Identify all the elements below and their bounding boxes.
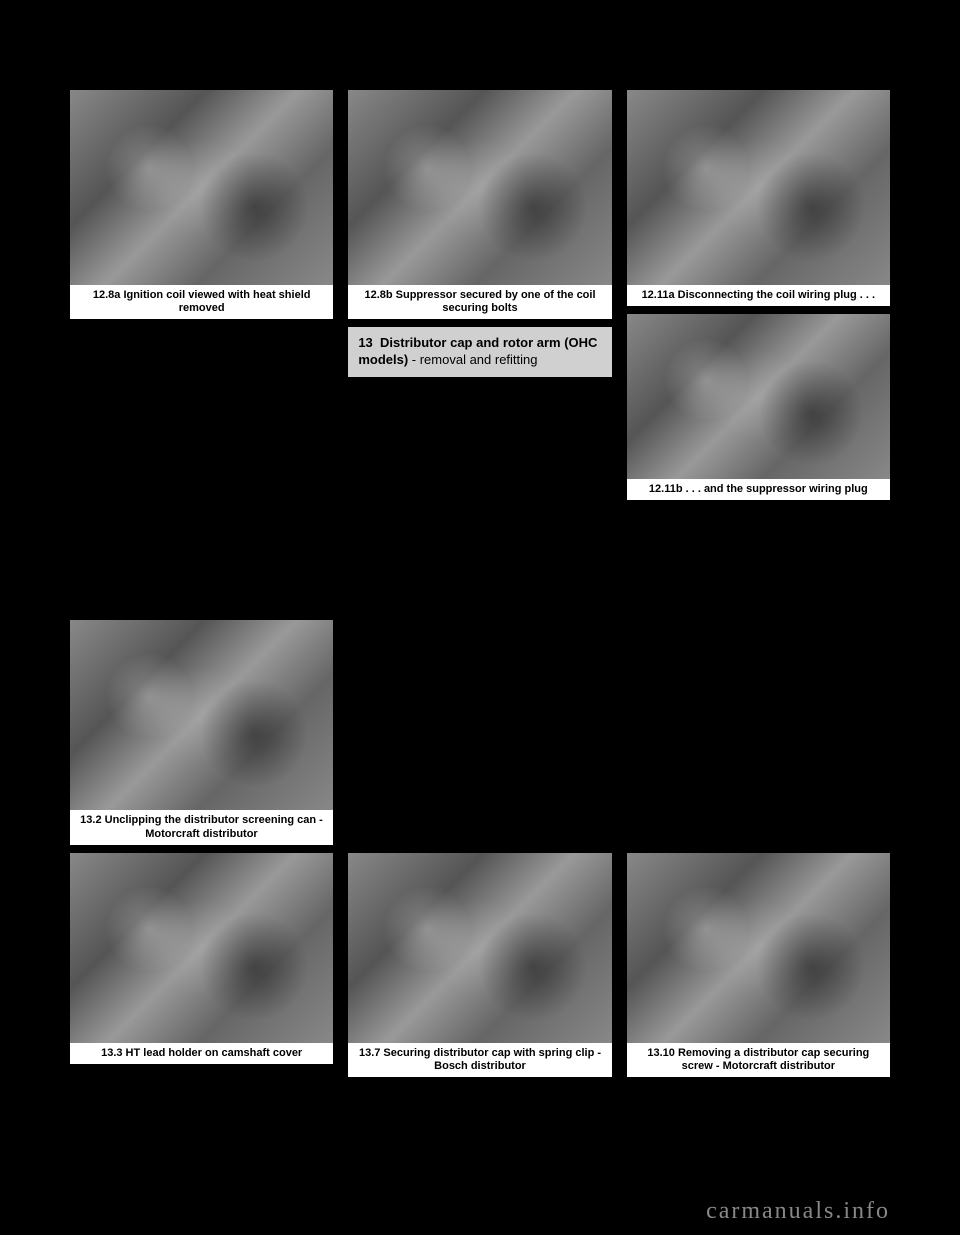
- photo-block-13-7: 13.7 Securing distributor cap with sprin…: [348, 853, 611, 1077]
- caption-13-7: 13.7 Securing distributor cap with sprin…: [348, 1043, 611, 1077]
- callout-number: 13: [358, 335, 372, 350]
- caption-12-11b: 12.11b . . . and the suppressor wiring p…: [627, 479, 890, 500]
- caption-13-2: 13.2 Unclipping the distributor screenin…: [70, 810, 333, 844]
- page-container: 12.8a Ignition coil viewed with heat shi…: [70, 90, 890, 1077]
- photo-block-12-8a: 12.8a Ignition coil viewed with heat shi…: [70, 90, 333, 319]
- photo-block-13-3: 13.3 HT lead holder on camshaft cover: [70, 853, 333, 1077]
- middle-row: 13.2 Unclipping the distributor screenin…: [70, 620, 890, 844]
- caption-12-11a: 12.11a Disconnecting the coil wiring plu…: [627, 285, 890, 306]
- bottom-row: 13.3 HT lead holder on camshaft cover 13…: [70, 853, 890, 1077]
- caption-12-8b: 12.8b Suppressor secured by one of the c…: [348, 285, 611, 319]
- top-grid: 12.8a Ignition coil viewed with heat shi…: [70, 90, 890, 500]
- caption-12-8a: 12.8a Ignition coil viewed with heat shi…: [70, 285, 333, 319]
- photo-12-11b: [627, 314, 890, 479]
- photo-12-8a: [70, 90, 333, 285]
- col-right: 12.11a Disconnecting the coil wiring plu…: [627, 90, 890, 500]
- callout-subtitle: - removal and refitting: [408, 352, 537, 367]
- photo-block-12-11b: 12.11b . . . and the suppressor wiring p…: [627, 314, 890, 500]
- caption-13-10: 13.10 Removing a distributor cap securin…: [627, 1043, 890, 1077]
- photo-block-13-2: 13.2 Unclipping the distributor screenin…: [70, 620, 333, 844]
- caption-13-3: 13.3 HT lead holder on camshaft cover: [70, 1043, 333, 1064]
- watermark: carmanuals.info: [706, 1198, 890, 1225]
- photo-block-12-11a: 12.11a Disconnecting the coil wiring plu…: [627, 90, 890, 306]
- col-left: 12.8a Ignition coil viewed with heat shi…: [70, 90, 333, 500]
- photo-12-11a: [627, 90, 890, 285]
- photo-13-2: [70, 620, 333, 810]
- section-callout-13: 13 Distributor cap and rotor arm (OHC mo…: [348, 327, 611, 377]
- photo-12-8b: [348, 90, 611, 285]
- photo-13-3: [70, 853, 333, 1043]
- photo-13-7: [348, 853, 611, 1043]
- col-center: 12.8b Suppressor secured by one of the c…: [348, 90, 611, 500]
- photo-block-12-8b: 12.8b Suppressor secured by one of the c…: [348, 90, 611, 319]
- photo-block-13-10: 13.10 Removing a distributor cap securin…: [627, 853, 890, 1077]
- photo-13-10: [627, 853, 890, 1043]
